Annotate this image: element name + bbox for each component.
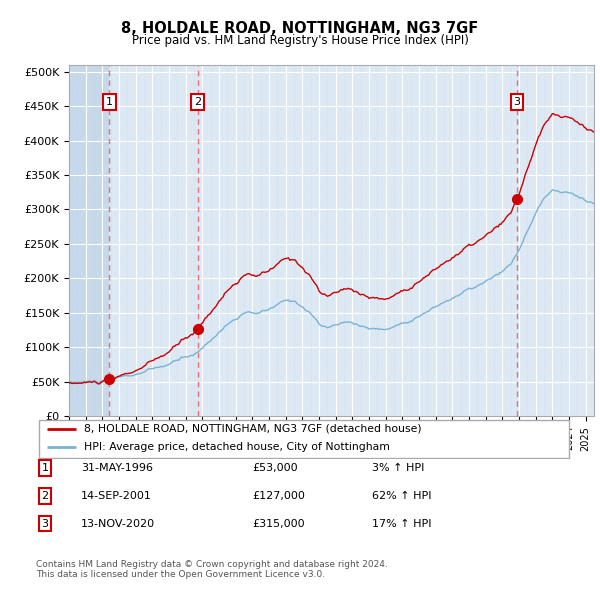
Text: 3: 3 <box>41 519 49 529</box>
Text: 8, HOLDALE ROAD, NOTTINGHAM, NG3 7GF (detached house): 8, HOLDALE ROAD, NOTTINGHAM, NG3 7GF (de… <box>85 424 422 434</box>
Text: 2: 2 <box>41 491 49 501</box>
Text: 17% ↑ HPI: 17% ↑ HPI <box>372 519 431 529</box>
FancyBboxPatch shape <box>38 419 569 458</box>
Text: 31-MAY-1996: 31-MAY-1996 <box>81 463 153 473</box>
Text: £53,000: £53,000 <box>252 463 298 473</box>
Text: Price paid vs. HM Land Registry's House Price Index (HPI): Price paid vs. HM Land Registry's House … <box>131 34 469 47</box>
Text: 2: 2 <box>194 97 201 107</box>
Text: 1: 1 <box>106 97 113 107</box>
Text: 3% ↑ HPI: 3% ↑ HPI <box>372 463 424 473</box>
Text: Contains HM Land Registry data © Crown copyright and database right 2024.
This d: Contains HM Land Registry data © Crown c… <box>36 560 388 579</box>
Text: 14-SEP-2001: 14-SEP-2001 <box>81 491 152 501</box>
Text: 1: 1 <box>41 463 49 473</box>
Text: 62% ↑ HPI: 62% ↑ HPI <box>372 491 431 501</box>
Text: 8, HOLDALE ROAD, NOTTINGHAM, NG3 7GF: 8, HOLDALE ROAD, NOTTINGHAM, NG3 7GF <box>121 21 479 36</box>
Text: HPI: Average price, detached house, City of Nottingham: HPI: Average price, detached house, City… <box>85 441 390 451</box>
Text: £127,000: £127,000 <box>252 491 305 501</box>
Text: 3: 3 <box>514 97 520 107</box>
Text: 13-NOV-2020: 13-NOV-2020 <box>81 519 155 529</box>
Text: £315,000: £315,000 <box>252 519 305 529</box>
